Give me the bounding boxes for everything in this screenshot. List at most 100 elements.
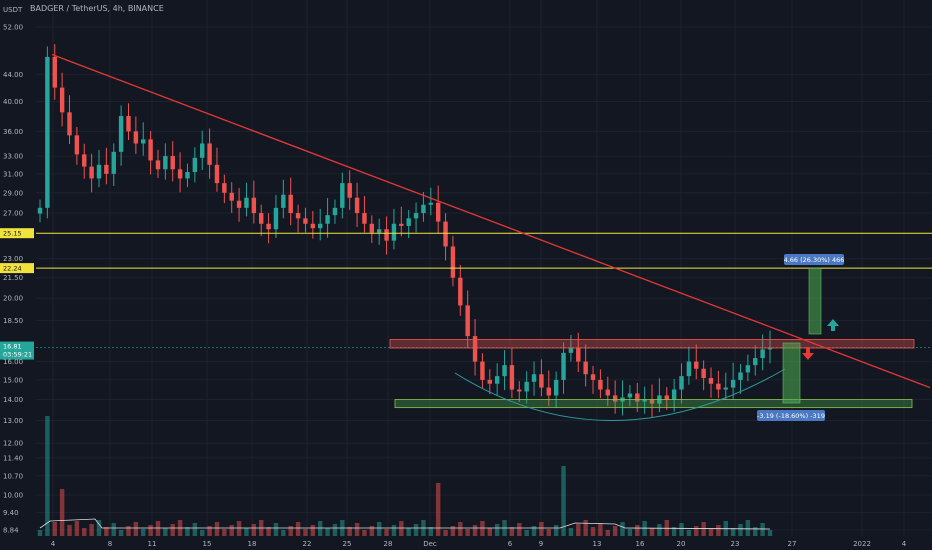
candle-body bbox=[635, 393, 640, 402]
candle-body bbox=[494, 376, 500, 384]
volume-bar bbox=[266, 527, 271, 536]
volume-bar bbox=[89, 524, 94, 536]
y-tick-label: 16.00 bbox=[3, 358, 23, 366]
volume-bar bbox=[435, 483, 441, 536]
volume-bar bbox=[612, 526, 618, 536]
volume-bar bbox=[472, 525, 478, 536]
volume-bar bbox=[281, 530, 286, 536]
candle-body bbox=[236, 200, 242, 208]
candle-body bbox=[317, 223, 323, 229]
candle-body bbox=[59, 87, 65, 113]
volume-bar bbox=[539, 522, 544, 536]
candle-body bbox=[310, 223, 316, 229]
candle-body bbox=[170, 156, 175, 170]
candle-body bbox=[694, 361, 699, 369]
volume-bar bbox=[561, 466, 566, 536]
volume-bar bbox=[82, 528, 87, 536]
current-price-value: 16.81 bbox=[3, 343, 22, 351]
y-tick-label: 40.00 bbox=[3, 98, 23, 106]
candle-body bbox=[126, 116, 131, 132]
candle-body bbox=[288, 194, 293, 214]
x-tick-label: 22 bbox=[303, 540, 312, 548]
y-tick-label: 13.00 bbox=[3, 417, 23, 425]
volume-bar bbox=[745, 520, 751, 536]
candle-body bbox=[192, 157, 198, 173]
resistance-zone bbox=[389, 339, 915, 349]
candle-body bbox=[450, 246, 456, 278]
volume-bar bbox=[170, 524, 175, 536]
volume-bar bbox=[362, 530, 367, 536]
candle-body bbox=[244, 197, 249, 208]
price-level-badge-label: 22.24 bbox=[3, 265, 22, 273]
y-tick-label: 18.50 bbox=[3, 317, 23, 325]
candle-body bbox=[502, 365, 507, 377]
candle-body bbox=[185, 172, 190, 179]
target-up-label: 4.66 (26.30%) 466 bbox=[784, 256, 845, 264]
volume-bar bbox=[480, 521, 485, 536]
volume-bar bbox=[111, 523, 116, 536]
volume-bar bbox=[487, 528, 493, 536]
volume-bar bbox=[635, 525, 640, 536]
price-level-badge bbox=[0, 263, 34, 274]
volume-bar bbox=[553, 525, 559, 536]
volume-bar bbox=[192, 523, 198, 536]
candle-body bbox=[553, 379, 559, 396]
candle-body bbox=[214, 164, 220, 184]
current-price-badge bbox=[0, 341, 34, 360]
candle-body bbox=[576, 347, 581, 362]
volume-bar bbox=[494, 524, 500, 536]
x-tick-label: Dec bbox=[423, 540, 437, 548]
volume-bar bbox=[141, 529, 146, 536]
volume-bars bbox=[37, 416, 773, 536]
y-tick-label: 27.00 bbox=[3, 210, 23, 218]
volume-bar bbox=[686, 530, 692, 536]
x-tick-label: 20 bbox=[677, 540, 686, 548]
candle-body bbox=[465, 305, 470, 337]
volume-bar bbox=[730, 528, 736, 536]
y-tick-label: 52.00 bbox=[3, 24, 23, 32]
candle-body bbox=[332, 207, 338, 216]
volume-bar bbox=[295, 522, 301, 536]
volume-bar bbox=[163, 528, 168, 536]
candle-body bbox=[590, 374, 596, 380]
x-tick-label: 4 bbox=[902, 540, 907, 548]
volume-bar bbox=[384, 529, 389, 536]
candle-body bbox=[517, 389, 522, 392]
candle-body bbox=[251, 197, 257, 214]
candle-body bbox=[760, 349, 765, 359]
candle-body bbox=[399, 223, 404, 226]
volume-bar bbox=[325, 528, 330, 536]
candle-body bbox=[730, 379, 736, 388]
candle-body bbox=[273, 207, 279, 230]
x-axis: 4 8 11 15 18 22 25 28 Dec 6 9 13 16 20 23 27 2022 4 bbox=[51, 540, 907, 548]
volume-bar bbox=[413, 524, 419, 536]
y-tick-label: 15.00 bbox=[3, 376, 23, 384]
candle-body bbox=[222, 183, 227, 193]
volume-bar bbox=[465, 529, 470, 536]
volume-bar bbox=[509, 527, 515, 536]
volume-bar bbox=[576, 524, 581, 536]
candle-body bbox=[708, 378, 714, 384]
y-tick-label: 33.00 bbox=[3, 153, 23, 161]
candle-body bbox=[376, 229, 382, 233]
volume-bar bbox=[443, 530, 448, 536]
candle-body bbox=[443, 221, 448, 247]
volume-bar bbox=[244, 528, 249, 536]
arrow-down-icon bbox=[802, 347, 814, 360]
x-tick-label: 2022 bbox=[853, 540, 871, 548]
target-down-badge bbox=[757, 410, 825, 421]
target-down-label: -3.19 (-18.60%) -319 bbox=[757, 412, 825, 420]
candle-body bbox=[266, 223, 271, 230]
volume-bar bbox=[708, 529, 714, 536]
candle-body bbox=[413, 213, 419, 219]
volume-bar bbox=[207, 526, 212, 536]
candle-body bbox=[89, 166, 94, 179]
candle-body bbox=[354, 197, 360, 214]
candle-body bbox=[627, 393, 633, 398]
candle-body bbox=[362, 213, 367, 224]
volume-bar bbox=[37, 530, 43, 536]
volume-bar bbox=[598, 523, 603, 536]
volume-bar bbox=[620, 522, 625, 536]
